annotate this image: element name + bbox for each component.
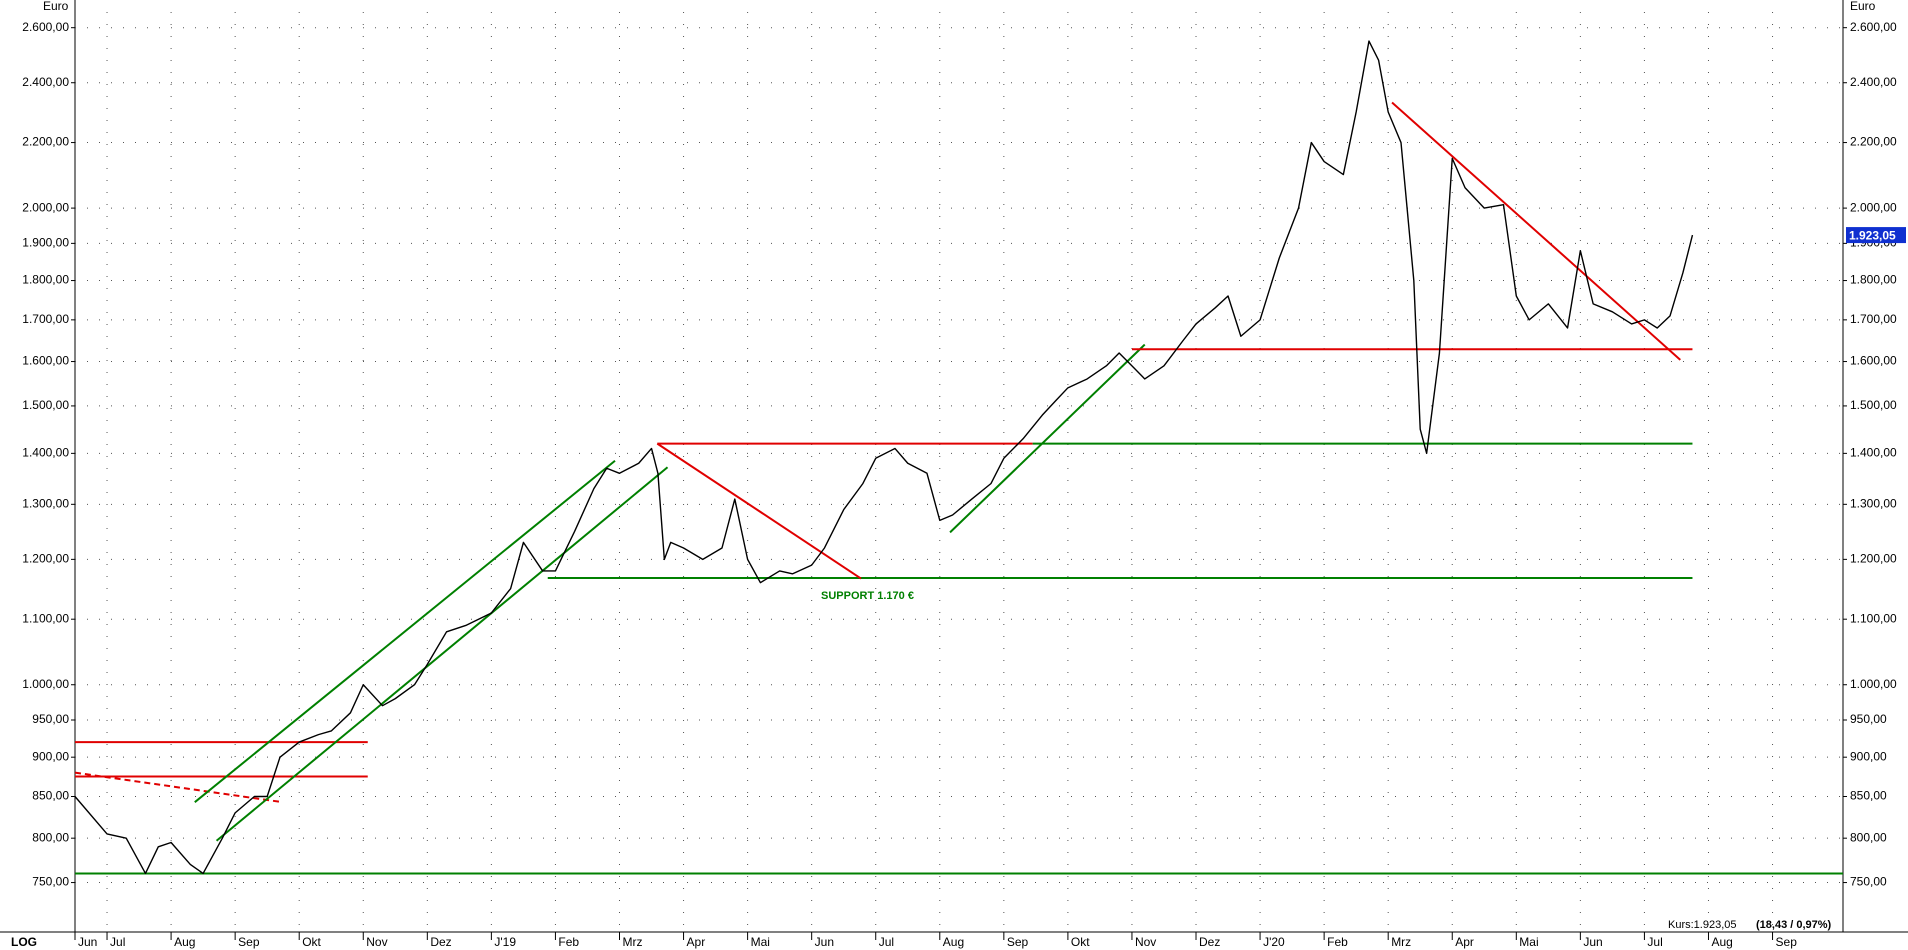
y-tick-label: 1.200,00 [22, 552, 69, 566]
trend-line [1391, 101, 1681, 361]
x-tick-label: Mrz [1391, 935, 1411, 949]
price-label: Kurs:1.923,05 [1668, 919, 1737, 931]
y-tick-label: 800,00 [32, 830, 69, 844]
y-tick-label-right: 1.000,00 [1850, 677, 1897, 691]
y-tick-label: 900,00 [32, 749, 69, 763]
x-tick-label: Dez [430, 935, 451, 949]
y-tick-label: 1.900,00 [22, 236, 69, 250]
x-tick-label: Aug [943, 935, 964, 949]
y-tick-label: 1.400,00 [22, 446, 69, 460]
y-tick-label: 1.000,00 [22, 677, 69, 691]
x-tick-label: Feb [558, 935, 579, 949]
x-tick-label: Aug [174, 935, 195, 949]
y-tick-label: 1.100,00 [22, 611, 69, 625]
x-tick-label: Dez [1199, 935, 1220, 949]
y-tick-label-right: 900,00 [1850, 749, 1887, 763]
y-tick-label: 2.000,00 [22, 200, 69, 214]
x-tick-label: Okt [1071, 935, 1090, 949]
y-tick-label: 1.700,00 [22, 312, 69, 326]
y-tick-label-right: 850,00 [1850, 789, 1887, 803]
y-tick-label-right: 2.400,00 [1850, 75, 1897, 89]
x-tick-label: J'20 [1263, 935, 1285, 949]
x-tick-label: Mai [1519, 935, 1538, 949]
y-tick-label: 1.300,00 [22, 496, 69, 510]
y-tick-label-right: 800,00 [1850, 830, 1887, 844]
trend-line [194, 459, 616, 803]
x-tick-label: Mrz [622, 935, 642, 949]
unit-label-right: Euro [1850, 0, 1876, 13]
x-tick-label: Jun [1583, 935, 1602, 949]
y-tick-label-right: 1.500,00 [1850, 398, 1897, 412]
y-tick-label-right: 1.700,00 [1850, 312, 1897, 326]
x-tick-label: Mai [751, 935, 770, 949]
y-tick-label-right: 2.200,00 [1850, 135, 1897, 149]
x-tick-label: Jul [110, 935, 125, 949]
x-tick-label: Jul [879, 935, 894, 949]
y-tick-label-right: 1.400,00 [1850, 446, 1897, 460]
x-tick-label: Nov [366, 935, 387, 949]
unit-label-left: Euro [43, 0, 69, 13]
y-tick-label: 950,00 [32, 712, 69, 726]
y-tick-label-right: 750,00 [1850, 875, 1887, 889]
y-tick-label-right: 1.800,00 [1850, 273, 1897, 287]
x-tick-label: Feb [1327, 935, 1348, 949]
y-tick-label-right: 1.200,00 [1850, 552, 1897, 566]
y-tick-label-right: 2.600,00 [1850, 20, 1897, 34]
trend-line [949, 343, 1146, 534]
y-tick-label: 750,00 [32, 875, 69, 889]
annotation: SUPPORT 1.170 € [821, 590, 914, 602]
x-tick-label: Okt [302, 935, 321, 949]
y-tick-label: 850,00 [32, 789, 69, 803]
x-tick-label: Sep [238, 935, 260, 949]
x-tick-label: Jun [78, 935, 97, 949]
price-line [74, 40, 1694, 875]
x-tick-label: Sep [1776, 935, 1798, 949]
x-tick-label: Apr [687, 935, 706, 949]
change-label: (18,43 / 0,97%) [1756, 919, 1832, 931]
y-tick-label: 2.400,00 [22, 75, 69, 89]
x-tick-label: Apr [1455, 935, 1474, 949]
y-tick-label-right: 2.000,00 [1850, 200, 1897, 214]
x-tick-label: Jun [815, 935, 834, 949]
trend-line [215, 466, 669, 842]
y-tick-label-right: 950,00 [1850, 712, 1887, 726]
trend-line [74, 771, 283, 804]
x-tick-label: Nov [1135, 935, 1156, 949]
y-tick-label: 1.600,00 [22, 354, 69, 368]
trend-line [656, 442, 862, 580]
last-value-tag [1846, 227, 1906, 244]
y-tick-label-right: 1.300,00 [1850, 496, 1897, 510]
y-tick-label-right: 1.600,00 [1850, 354, 1897, 368]
y-tick-label: 2.200,00 [22, 135, 69, 149]
y-tick-label: 2.600,00 [22, 20, 69, 34]
scale-label: LOG [11, 935, 37, 949]
x-tick-label: Sep [1007, 935, 1029, 949]
x-tick-label: Jul [1647, 935, 1662, 949]
y-tick-label: 1.800,00 [22, 273, 69, 287]
x-tick-label: J'19 [494, 935, 516, 949]
x-tick-label: Aug [1711, 935, 1732, 949]
y-tick-label-right: 1.100,00 [1850, 611, 1897, 625]
last-value-label: 1.923,05 [1849, 228, 1896, 242]
y-tick-label: 1.500,00 [22, 398, 69, 412]
